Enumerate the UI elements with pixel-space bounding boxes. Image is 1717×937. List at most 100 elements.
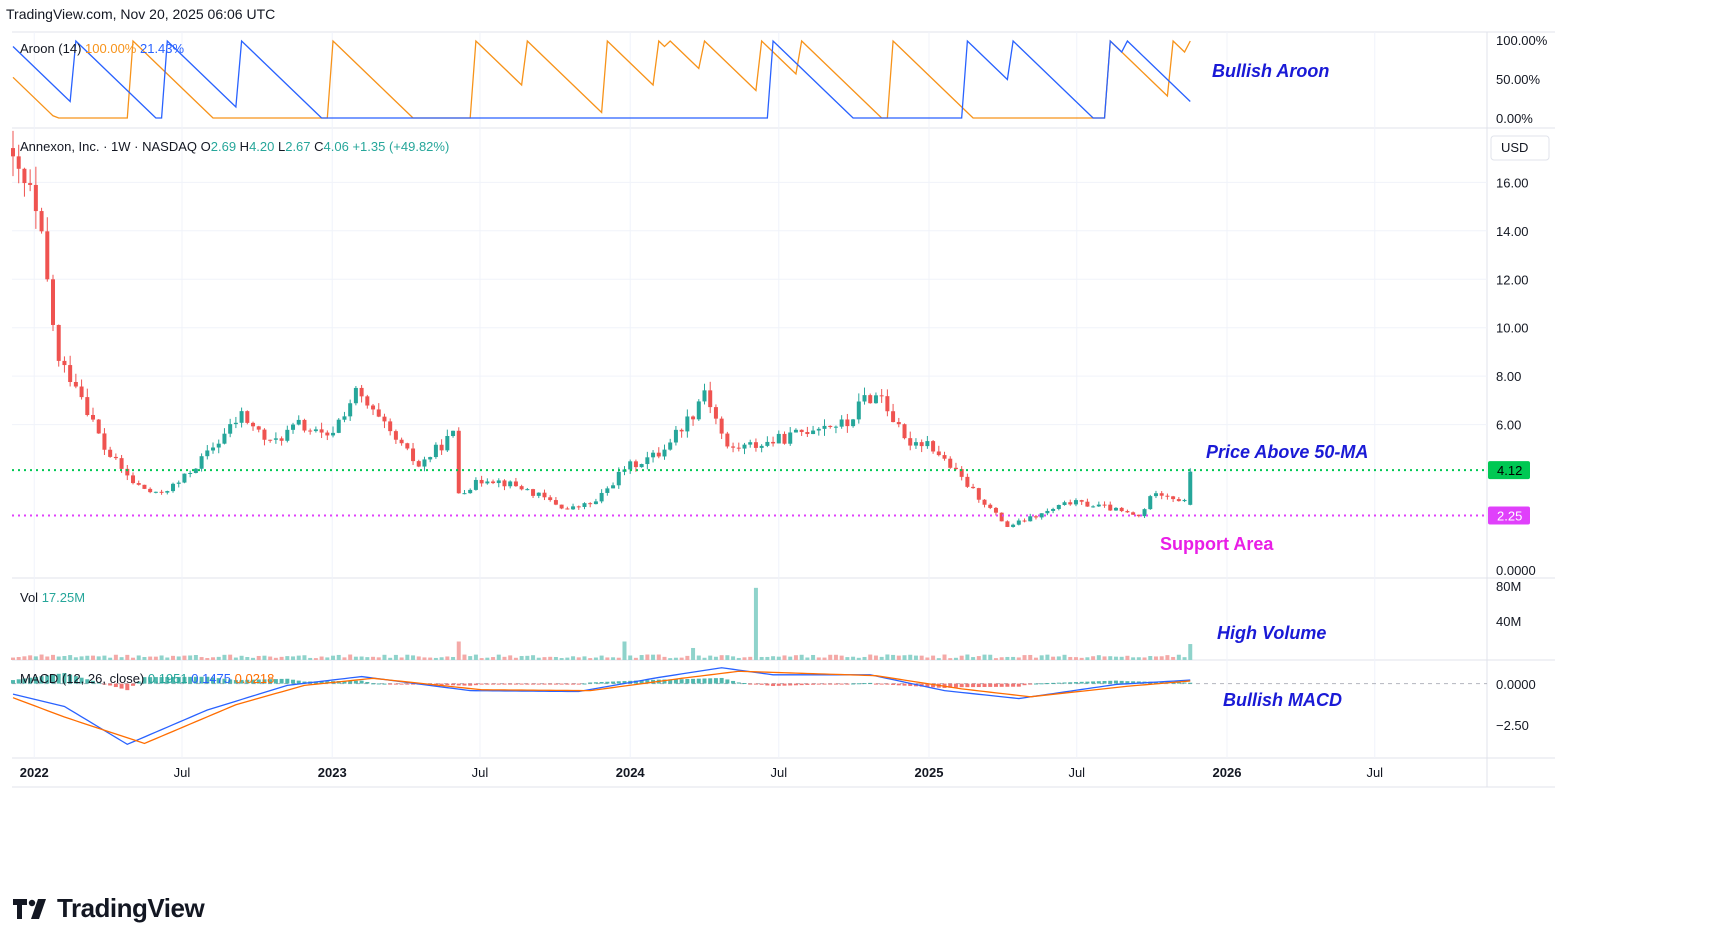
candle-down — [382, 416, 387, 422]
aroon-up-line — [12, 39, 1191, 119]
candle-down — [22, 168, 27, 184]
macd-histogram-bar — [439, 683, 444, 685]
macd-histogram-bar — [713, 678, 718, 684]
candle-up — [285, 429, 290, 441]
macd-histogram-bar — [856, 683, 861, 685]
volume-bar — [353, 656, 358, 660]
volume-bar — [1091, 656, 1096, 660]
macd-histogram-bar — [685, 679, 690, 684]
volume-bar — [1079, 657, 1084, 660]
candle-down — [1171, 496, 1176, 500]
candle-down — [405, 443, 410, 449]
macd-histogram-bar — [719, 677, 724, 684]
candle-up — [525, 489, 530, 491]
volume-bar — [651, 654, 656, 660]
candle-down — [988, 504, 993, 508]
volume-bar — [422, 657, 427, 660]
candle-up — [1153, 493, 1158, 497]
candle-up — [833, 426, 838, 428]
macd-histogram-bar — [959, 683, 964, 688]
volume-bar — [771, 656, 776, 660]
macd-histogram-bar — [759, 683, 764, 685]
macd-histogram-bar — [245, 679, 250, 684]
volume-bar — [239, 655, 244, 660]
volume-bar — [1096, 655, 1101, 660]
candle-up — [605, 488, 610, 493]
macd-histogram-bar — [479, 683, 484, 685]
volume-axis-tick-label: 80M — [1496, 579, 1521, 594]
volume-bar — [913, 655, 918, 660]
source-timestamp: TradingView.com, Nov 20, 2025 06:06 UTC — [6, 6, 276, 22]
candle-down — [325, 432, 330, 436]
candle-down — [948, 458, 953, 468]
open-value: 2.69 — [211, 139, 240, 154]
volume-bar — [336, 654, 341, 660]
currency-button[interactable] — [1490, 135, 1550, 161]
candle-up — [222, 433, 227, 444]
macd-histogram-bar — [571, 683, 576, 685]
candle-down — [1176, 499, 1181, 502]
volume-bar — [508, 655, 513, 660]
candle-up — [171, 483, 176, 492]
candle-up — [228, 424, 233, 434]
candle-down — [542, 492, 547, 498]
macd-histogram-bar — [216, 678, 221, 684]
candle-up — [793, 429, 798, 433]
candle-up — [702, 390, 707, 402]
volume-bar — [868, 654, 873, 660]
ma-price-badge-label: 4.12 — [1497, 463, 1522, 478]
volume-bar — [1131, 657, 1136, 660]
macd-histogram-bar — [491, 683, 496, 685]
candle-up — [788, 432, 793, 444]
candle-up — [839, 419, 844, 427]
support-price-badge-label: 2.25 — [1497, 508, 1522, 523]
macd-histogram-bar — [193, 676, 198, 684]
macd-histogram-bar — [513, 683, 518, 685]
macd-histogram-bar — [302, 681, 307, 684]
volume-bar — [605, 657, 610, 660]
candle-down — [68, 365, 73, 382]
aroon-annotation: Bullish Aroon — [1212, 61, 1329, 81]
macd-histogram-bar — [902, 683, 907, 686]
macd-histogram-bar — [411, 683, 416, 685]
macd-histogram-bar — [73, 676, 78, 684]
macd-histogram-bar — [891, 683, 896, 685]
volume-bar — [633, 657, 638, 660]
macd-histogram-bar — [971, 683, 976, 688]
candle-down — [1136, 514, 1141, 517]
tradingview-logo[interactable]: TradingView — [13, 893, 205, 924]
volume-bar — [1165, 655, 1170, 660]
macd-histogram-bar — [645, 680, 650, 684]
candle-down — [548, 497, 553, 501]
candle-down — [136, 483, 141, 485]
candle-up — [628, 461, 633, 470]
candle-down — [959, 469, 964, 477]
macd-histogram-bar — [176, 676, 181, 684]
candle-up — [1142, 509, 1147, 517]
candle-down — [731, 446, 736, 448]
macd-histogram-bar — [908, 683, 913, 686]
volume-bar — [85, 655, 90, 660]
candle-up — [673, 429, 678, 443]
candle-down — [11, 148, 15, 157]
time-axis-tick-label: 2025 — [915, 765, 944, 780]
volume-bar — [376, 657, 381, 660]
candle-down — [782, 433, 787, 444]
candle-up — [468, 489, 473, 494]
volume-bar — [51, 654, 56, 660]
candle-up — [748, 442, 753, 445]
volume-bar — [428, 657, 433, 660]
macd-histogram-bar — [965, 683, 970, 688]
macd-histogram-bar — [976, 683, 981, 688]
volume-bar — [273, 657, 278, 660]
macd-histogram-bar — [851, 683, 856, 685]
candle-down — [982, 499, 987, 505]
candle-down — [456, 430, 461, 494]
volume-bar — [479, 658, 484, 660]
candle-up — [313, 429, 318, 432]
volume-bar — [851, 656, 856, 660]
candle-down — [279, 438, 284, 441]
macd-signal-line — [12, 670, 1191, 745]
candle-down — [393, 431, 398, 440]
